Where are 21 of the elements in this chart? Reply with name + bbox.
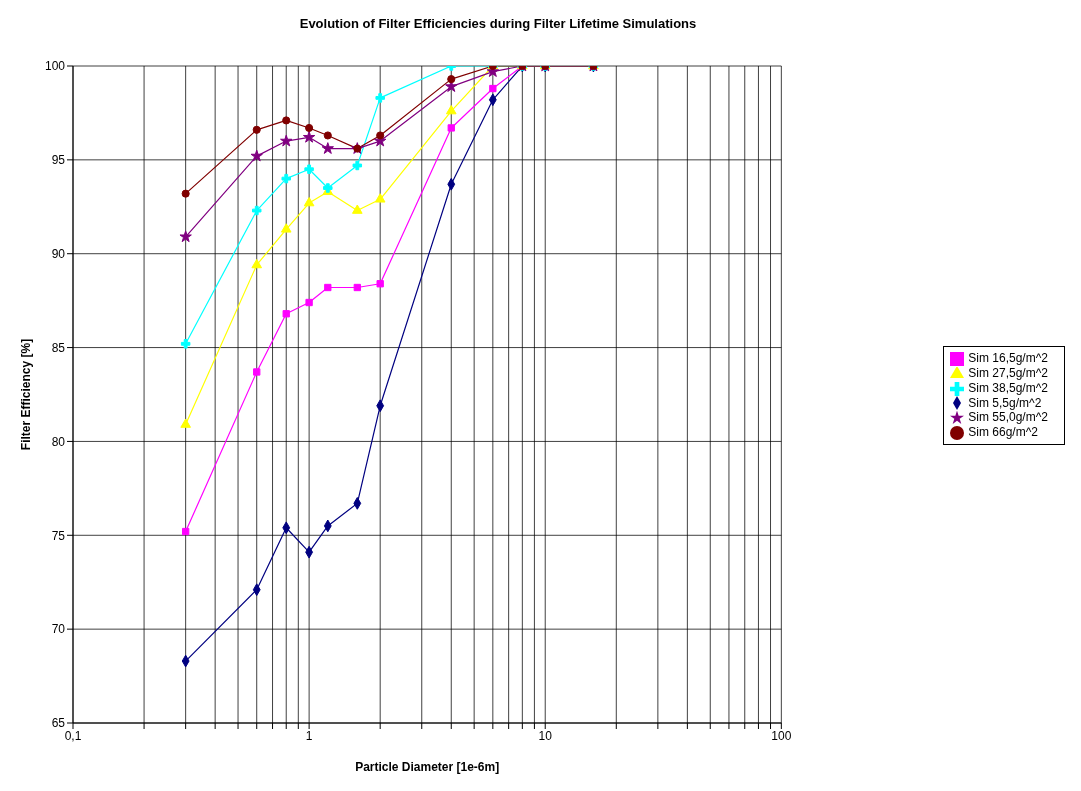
x-tick-label: 10	[538, 728, 553, 743]
legend-label: Sim 5,5g/m^2	[968, 395, 1042, 410]
y-axis-title: Filter Efficiency [%]	[19, 338, 34, 451]
y-tick-label: 70	[51, 622, 66, 637]
x-axis-title: Particle Diameter [1e-6m]	[355, 760, 500, 774]
legend-label: Sim 16,5g/m^2	[968, 351, 1048, 366]
legend-label: Sim 38,5g/m^2	[968, 380, 1048, 395]
x-tick-label: 1	[305, 728, 313, 743]
x-tick-label: 100	[771, 728, 792, 743]
y-tick-label: 95	[51, 153, 66, 168]
legend-label: Sim 66g/m^2	[968, 425, 1038, 440]
x-tick-label: 0,1	[64, 728, 82, 743]
y-tick-label: 85	[51, 340, 66, 355]
y-tick-label: 75	[51, 528, 66, 543]
y-tick-label: 100	[44, 59, 66, 74]
y-tick-label: 90	[51, 246, 66, 261]
y-tick-label: 65	[51, 716, 66, 731]
legend-label: Sim 55,0g/m^2	[968, 410, 1048, 425]
legend-label: Sim 27,5g/m^2	[968, 365, 1048, 380]
chart-title: Evolution of Filter Efficiencies during Filter Lifetime Simulations	[298, 16, 698, 31]
y-tick-label: 80	[51, 434, 66, 449]
